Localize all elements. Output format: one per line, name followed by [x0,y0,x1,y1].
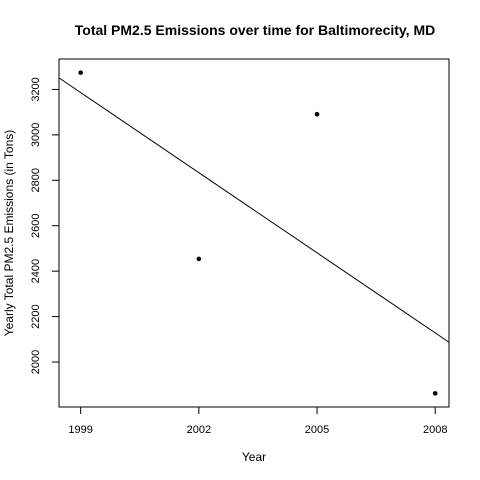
data-points [78,70,438,396]
y-tick-label: 2800 [30,168,42,192]
data-point [314,111,320,117]
chart-title: Total PM2.5 Emissions over time for Balt… [75,22,435,38]
trend-line-group [58,77,450,343]
data-point [78,70,83,75]
y-axis-label: Yearly Total PM2.5 Emissions (in Tons) [2,130,16,337]
y-tick-label: 2600 [30,213,42,237]
x-tick-label: 2005 [305,424,329,436]
y-tick-label: 3200 [30,77,42,101]
plot-frame [58,58,450,408]
data-point [432,391,438,396]
y-axis: 2000 2200 2400 2600 2800 3000 3200 [30,77,60,374]
y-tick-label: 3000 [30,123,42,147]
data-point [196,256,202,262]
trend-line [58,77,450,343]
x-tick-label: 2008 [423,424,447,436]
x-tick-label: 2002 [187,424,211,436]
x-axis: 1999 2002 2005 2008 [68,406,447,436]
y-tick-label: 2000 [30,350,42,374]
y-tick-label: 2400 [30,259,42,283]
x-tick-label: 1999 [68,424,92,436]
x-axis-label: Year [242,450,266,464]
y-tick-label: 2200 [30,304,42,328]
